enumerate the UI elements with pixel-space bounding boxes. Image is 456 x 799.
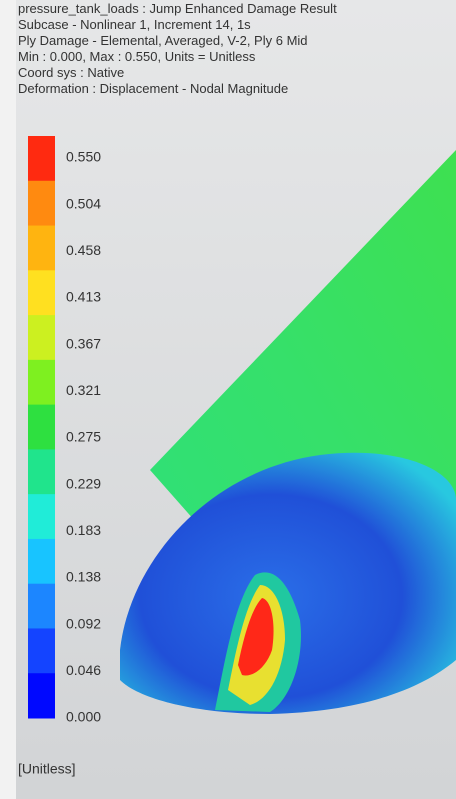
legend-label: 0.229: [66, 475, 101, 491]
legend-band: [28, 449, 55, 494]
viewport: pressure_tank_loads : Jump Enhanced Dama…: [0, 0, 456, 799]
legend-label: 0.046: [66, 662, 101, 678]
legend-label: 0.321: [66, 382, 101, 398]
legend-label: 0.000: [66, 709, 101, 725]
legend-label: 0.092: [66, 615, 101, 631]
legend-band: [28, 539, 55, 584]
legend-label: 0.275: [66, 429, 101, 445]
legend-band: [28, 360, 55, 405]
legend-band: [28, 315, 55, 360]
legend-label: 0.458: [66, 242, 101, 258]
legend-band: [28, 628, 55, 673]
legend-band: [28, 136, 55, 181]
legend-band: [28, 673, 55, 718]
legend-label: 0.413: [66, 289, 101, 305]
legend-label: 0.183: [66, 522, 101, 538]
legend-units: [Unitless]: [18, 761, 76, 777]
legend-band: [28, 181, 55, 226]
legend-band: [28, 494, 55, 539]
legend-band: [28, 270, 55, 315]
legend-band: [28, 405, 55, 450]
header-line: Coord sys : Native: [18, 65, 124, 80]
header-line: Deformation : Displacement - Nodal Magni…: [18, 81, 288, 96]
legend-band: [28, 226, 55, 271]
header-line: pressure_tank_loads : Jump Enhanced Dama…: [18, 1, 337, 16]
viewer: pressure_tank_loads : Jump Enhanced Dama…: [0, 0, 456, 799]
legend-label: 0.138: [66, 569, 101, 585]
header-line: Min : 0.000, Max : 0.550, Units = Unitle…: [18, 49, 256, 64]
legend-label: 0.550: [66, 149, 101, 165]
header-line: Subcase - Nonlinear 1, Increment 14, 1s: [18, 17, 251, 32]
legend-label: 0.504: [66, 195, 101, 211]
legend-label: 0.367: [66, 335, 101, 351]
side-strip: [0, 0, 16, 799]
header-line: Ply Damage - Elemental, Averaged, V-2, P…: [18, 33, 308, 48]
legend-band: [28, 584, 55, 629]
